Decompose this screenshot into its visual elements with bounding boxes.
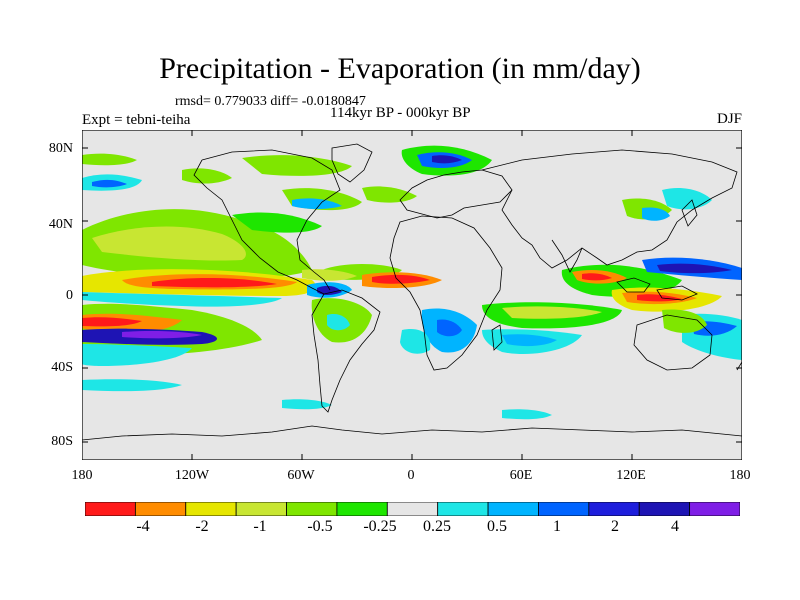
experiment-label: Expt = tebni-teiha bbox=[82, 112, 191, 128]
period-label: 114kyr BP - 000kyr BP bbox=[330, 105, 471, 121]
x-tick-label: 120E bbox=[616, 468, 646, 483]
colorbar-swatch bbox=[336, 502, 388, 516]
y-tick-label: 80N bbox=[48, 141, 73, 156]
season-label: DJF bbox=[716, 111, 742, 127]
colorbar-label: 1 bbox=[553, 518, 561, 535]
colorbar-label: -4 bbox=[136, 518, 150, 535]
y-tick-label: 80S bbox=[51, 434, 73, 449]
y-tick-label: 40N bbox=[48, 217, 73, 232]
field-shading bbox=[82, 145, 742, 420]
x-tick-label: 180 bbox=[729, 468, 751, 483]
colorbar-label: -0.5 bbox=[307, 518, 333, 535]
colorbar bbox=[85, 502, 740, 516]
y-tick-label: 0 bbox=[66, 288, 73, 303]
colorbar-label: -2 bbox=[195, 518, 209, 535]
colorbar-label: 0.5 bbox=[487, 518, 507, 535]
colorbar-swatch bbox=[487, 502, 539, 516]
x-tick-label: 120W bbox=[174, 468, 210, 483]
axis-ticks bbox=[82, 130, 742, 460]
colorbar-label: 2 bbox=[611, 518, 619, 535]
colorbar-swatch bbox=[185, 502, 237, 516]
stats-line: rmsd= 0.779033 diff= -0.0180847 bbox=[175, 94, 366, 109]
colorbar-label: -0.25 bbox=[363, 518, 397, 535]
colorbar-swatch bbox=[588, 502, 640, 516]
colorbar-swatch bbox=[134, 502, 187, 516]
colorbar-label: 4 bbox=[671, 518, 679, 535]
colorbar-swatch bbox=[437, 502, 489, 516]
colorbar-swatch bbox=[85, 502, 136, 516]
x-tick-label: 180 bbox=[71, 468, 93, 483]
plot-title: Precipitation - Evaporation (in mm/day) bbox=[159, 52, 641, 85]
coastlines bbox=[82, 143, 742, 441]
colorbar-swatch bbox=[286, 502, 338, 516]
x-tick-label: 0 bbox=[407, 468, 415, 483]
colorbar-swatch bbox=[386, 502, 439, 516]
colorbar-swatch bbox=[538, 502, 590, 516]
x-tick-label: 60E bbox=[509, 468, 533, 483]
colorbar-swatch bbox=[235, 502, 287, 516]
x-tick-label: 60W bbox=[287, 468, 315, 483]
world-map bbox=[82, 130, 742, 460]
colorbar-swatch bbox=[638, 502, 691, 516]
colorbar-label: 0.25 bbox=[423, 518, 451, 535]
y-tick-label: 40S bbox=[51, 360, 73, 375]
colorbar-label: -1 bbox=[253, 518, 267, 535]
colorbar-swatch bbox=[689, 502, 740, 516]
